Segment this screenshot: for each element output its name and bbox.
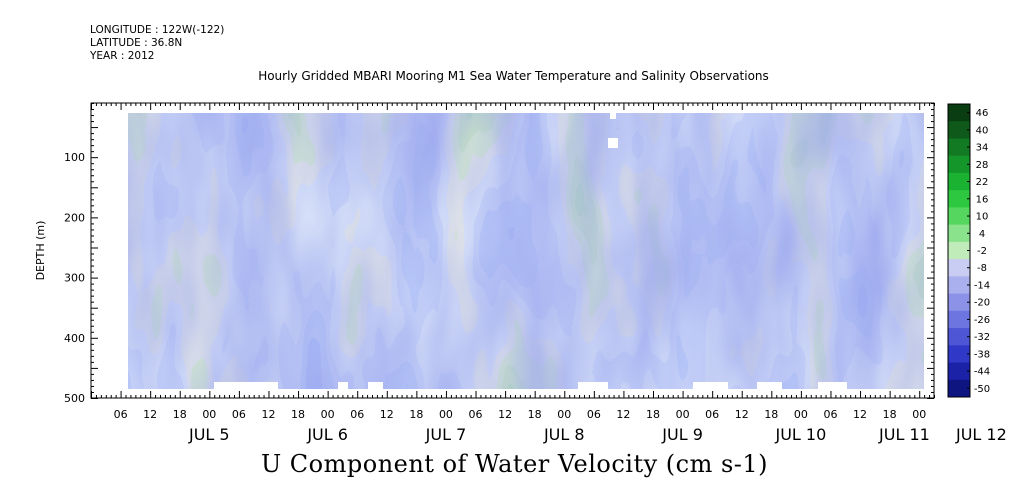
colorbar-swatch xyxy=(948,362,970,381)
x-hour-label: 00 xyxy=(439,408,453,421)
x-hour-label: 06 xyxy=(705,408,719,421)
x-hour-label: 12 xyxy=(380,408,394,421)
data-gap xyxy=(338,382,348,390)
colorbar-swatch xyxy=(948,379,970,398)
colorbar-label: -8 xyxy=(977,263,987,274)
latitude-label: LATITUDE : 36.8N xyxy=(90,37,183,49)
x-hour-label: 00 xyxy=(912,408,926,421)
x-day-label: JUL 6 xyxy=(306,425,348,444)
x-hour-label: 12 xyxy=(616,408,630,421)
colorbar-label: 22 xyxy=(976,177,989,188)
x-hour-label: 12 xyxy=(261,408,275,421)
x-day-label: JUL 12 xyxy=(955,425,1007,444)
chart-title: Hourly Gridded MBARI Mooring M1 Sea Wate… xyxy=(258,69,769,83)
colorbar-label: -14 xyxy=(974,280,990,291)
colorbar-label: 46 xyxy=(976,108,989,119)
data-gap xyxy=(368,382,383,390)
x-hour-label: 00 xyxy=(557,408,571,421)
colorbar-label: -20 xyxy=(974,298,990,309)
x-hour-label: 06 xyxy=(350,408,364,421)
colorbar-label: -2 xyxy=(977,246,987,257)
colorbar-label: 10 xyxy=(976,212,989,223)
colorbar-swatch xyxy=(948,328,970,346)
colorbar-label: -26 xyxy=(974,315,990,326)
plot-frame xyxy=(90,102,935,399)
data-gap xyxy=(608,138,618,148)
x-day-label: JUL 5 xyxy=(188,425,230,444)
heatmap-field xyxy=(128,113,924,389)
data-gap xyxy=(818,382,847,390)
colorbar-label: -38 xyxy=(974,349,990,360)
colorbar: 46 40 34 28 22 16 10 4 -2 -8 -14 -20 -26 -32 -38 -44 -50 xyxy=(947,103,990,398)
colorbar-label: 4 xyxy=(979,229,985,240)
y-tick-label: 100 xyxy=(64,151,85,164)
year-label: YEAR : 2012 xyxy=(90,50,155,62)
colorbar-swatch xyxy=(948,190,970,208)
data-gap xyxy=(693,382,728,390)
x-day-label: JUL 11 xyxy=(878,425,930,444)
x-hour-label: 12 xyxy=(735,408,749,421)
x-hour-label: 18 xyxy=(291,408,305,421)
x-hour-label: 18 xyxy=(883,408,897,421)
x-hour-label: 06 xyxy=(114,408,128,421)
metadata-block: LONGITUDE : 122W(-122) LATITUDE : 36.8N … xyxy=(90,24,224,63)
x-hour-label: 06 xyxy=(823,408,837,421)
colorbar-label: -44 xyxy=(974,367,990,378)
x-hour-label: 18 xyxy=(173,408,187,421)
colorbar-swatch xyxy=(948,121,970,139)
x-hour-label: 12 xyxy=(498,408,512,421)
x-hour-label: 18 xyxy=(409,408,423,421)
x-hour-label: 00 xyxy=(202,408,216,421)
x-day-label: JUL 8 xyxy=(543,425,585,444)
y-tick-label: 500 xyxy=(64,392,85,405)
x-day-label: JUL 7 xyxy=(425,425,467,444)
y-tick-label: 300 xyxy=(64,272,85,285)
colorbar-label: 28 xyxy=(976,160,989,171)
data-gap xyxy=(610,113,616,119)
x-hour-label: 00 xyxy=(676,408,690,421)
y-tick-label: 200 xyxy=(64,211,85,224)
colorbar-label: 34 xyxy=(976,143,989,154)
longitude-label: LONGITUDE : 122W(-122) xyxy=(90,24,225,36)
y-tick-label: 400 xyxy=(64,332,85,345)
data-gap xyxy=(214,382,278,390)
colorbar-swatch xyxy=(948,138,970,157)
x-axis-title: U Component of Water Velocity (cm s-1) xyxy=(260,450,769,478)
x-hour-label: 18 xyxy=(646,408,660,421)
x-hour-label: 12 xyxy=(143,408,157,421)
x-day-label: JUL 10 xyxy=(774,425,826,444)
colorbar-swatch xyxy=(948,241,970,260)
colorbar-swatch xyxy=(948,104,970,122)
x-hour-label: 06 xyxy=(587,408,601,421)
colorbar-swatch xyxy=(948,207,970,226)
plot-area xyxy=(128,113,924,390)
x-hour-label: 18 xyxy=(764,408,778,421)
colorbar-label: -50 xyxy=(974,384,990,395)
colorbar-label: 16 xyxy=(976,194,989,205)
x-hour-label: 06 xyxy=(469,408,483,421)
data-gap xyxy=(578,382,608,390)
data-gap xyxy=(757,382,782,390)
x-hour-label: 06 xyxy=(232,408,246,421)
colorbar-swatch xyxy=(948,345,970,364)
colorbar-swatch xyxy=(948,276,970,295)
colorbar-swatch xyxy=(948,259,970,277)
colorbar-swatch xyxy=(948,224,970,243)
x-hour-label: 00 xyxy=(794,408,808,421)
colorbar-swatch xyxy=(948,172,970,191)
colorbar-swatch xyxy=(948,155,970,174)
colorbar-swatch xyxy=(948,293,970,312)
axes: 06 12 18 00 06 12 18 00 06 12 18 00 06 12 18 00 06 12 18 00… xyxy=(34,102,1007,444)
colorbar-swatch xyxy=(948,310,970,329)
x-hour-label: 12 xyxy=(853,408,867,421)
x-hour-label: 18 xyxy=(528,408,542,421)
colorbar-label: 40 xyxy=(976,125,989,136)
x-hour-label: 00 xyxy=(321,408,335,421)
x-day-label: JUL 9 xyxy=(661,425,703,444)
colorbar-label: -32 xyxy=(974,332,990,343)
y-axis-title: DEPTH (m) xyxy=(34,221,47,281)
